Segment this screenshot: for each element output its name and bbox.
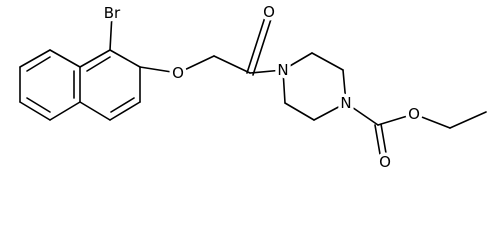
atom-label: O: [172, 64, 184, 82]
atom-label: N: [277, 61, 288, 79]
atom-label: O: [263, 3, 275, 21]
atom-label: Br: [104, 4, 121, 22]
molecule-diagram: Br O O N N O O: [19, 3, 487, 171]
atom-label: O: [379, 153, 391, 171]
atom-label: N: [340, 94, 351, 112]
bonds: [19, 13, 487, 161]
atom-label: O: [408, 105, 420, 123]
